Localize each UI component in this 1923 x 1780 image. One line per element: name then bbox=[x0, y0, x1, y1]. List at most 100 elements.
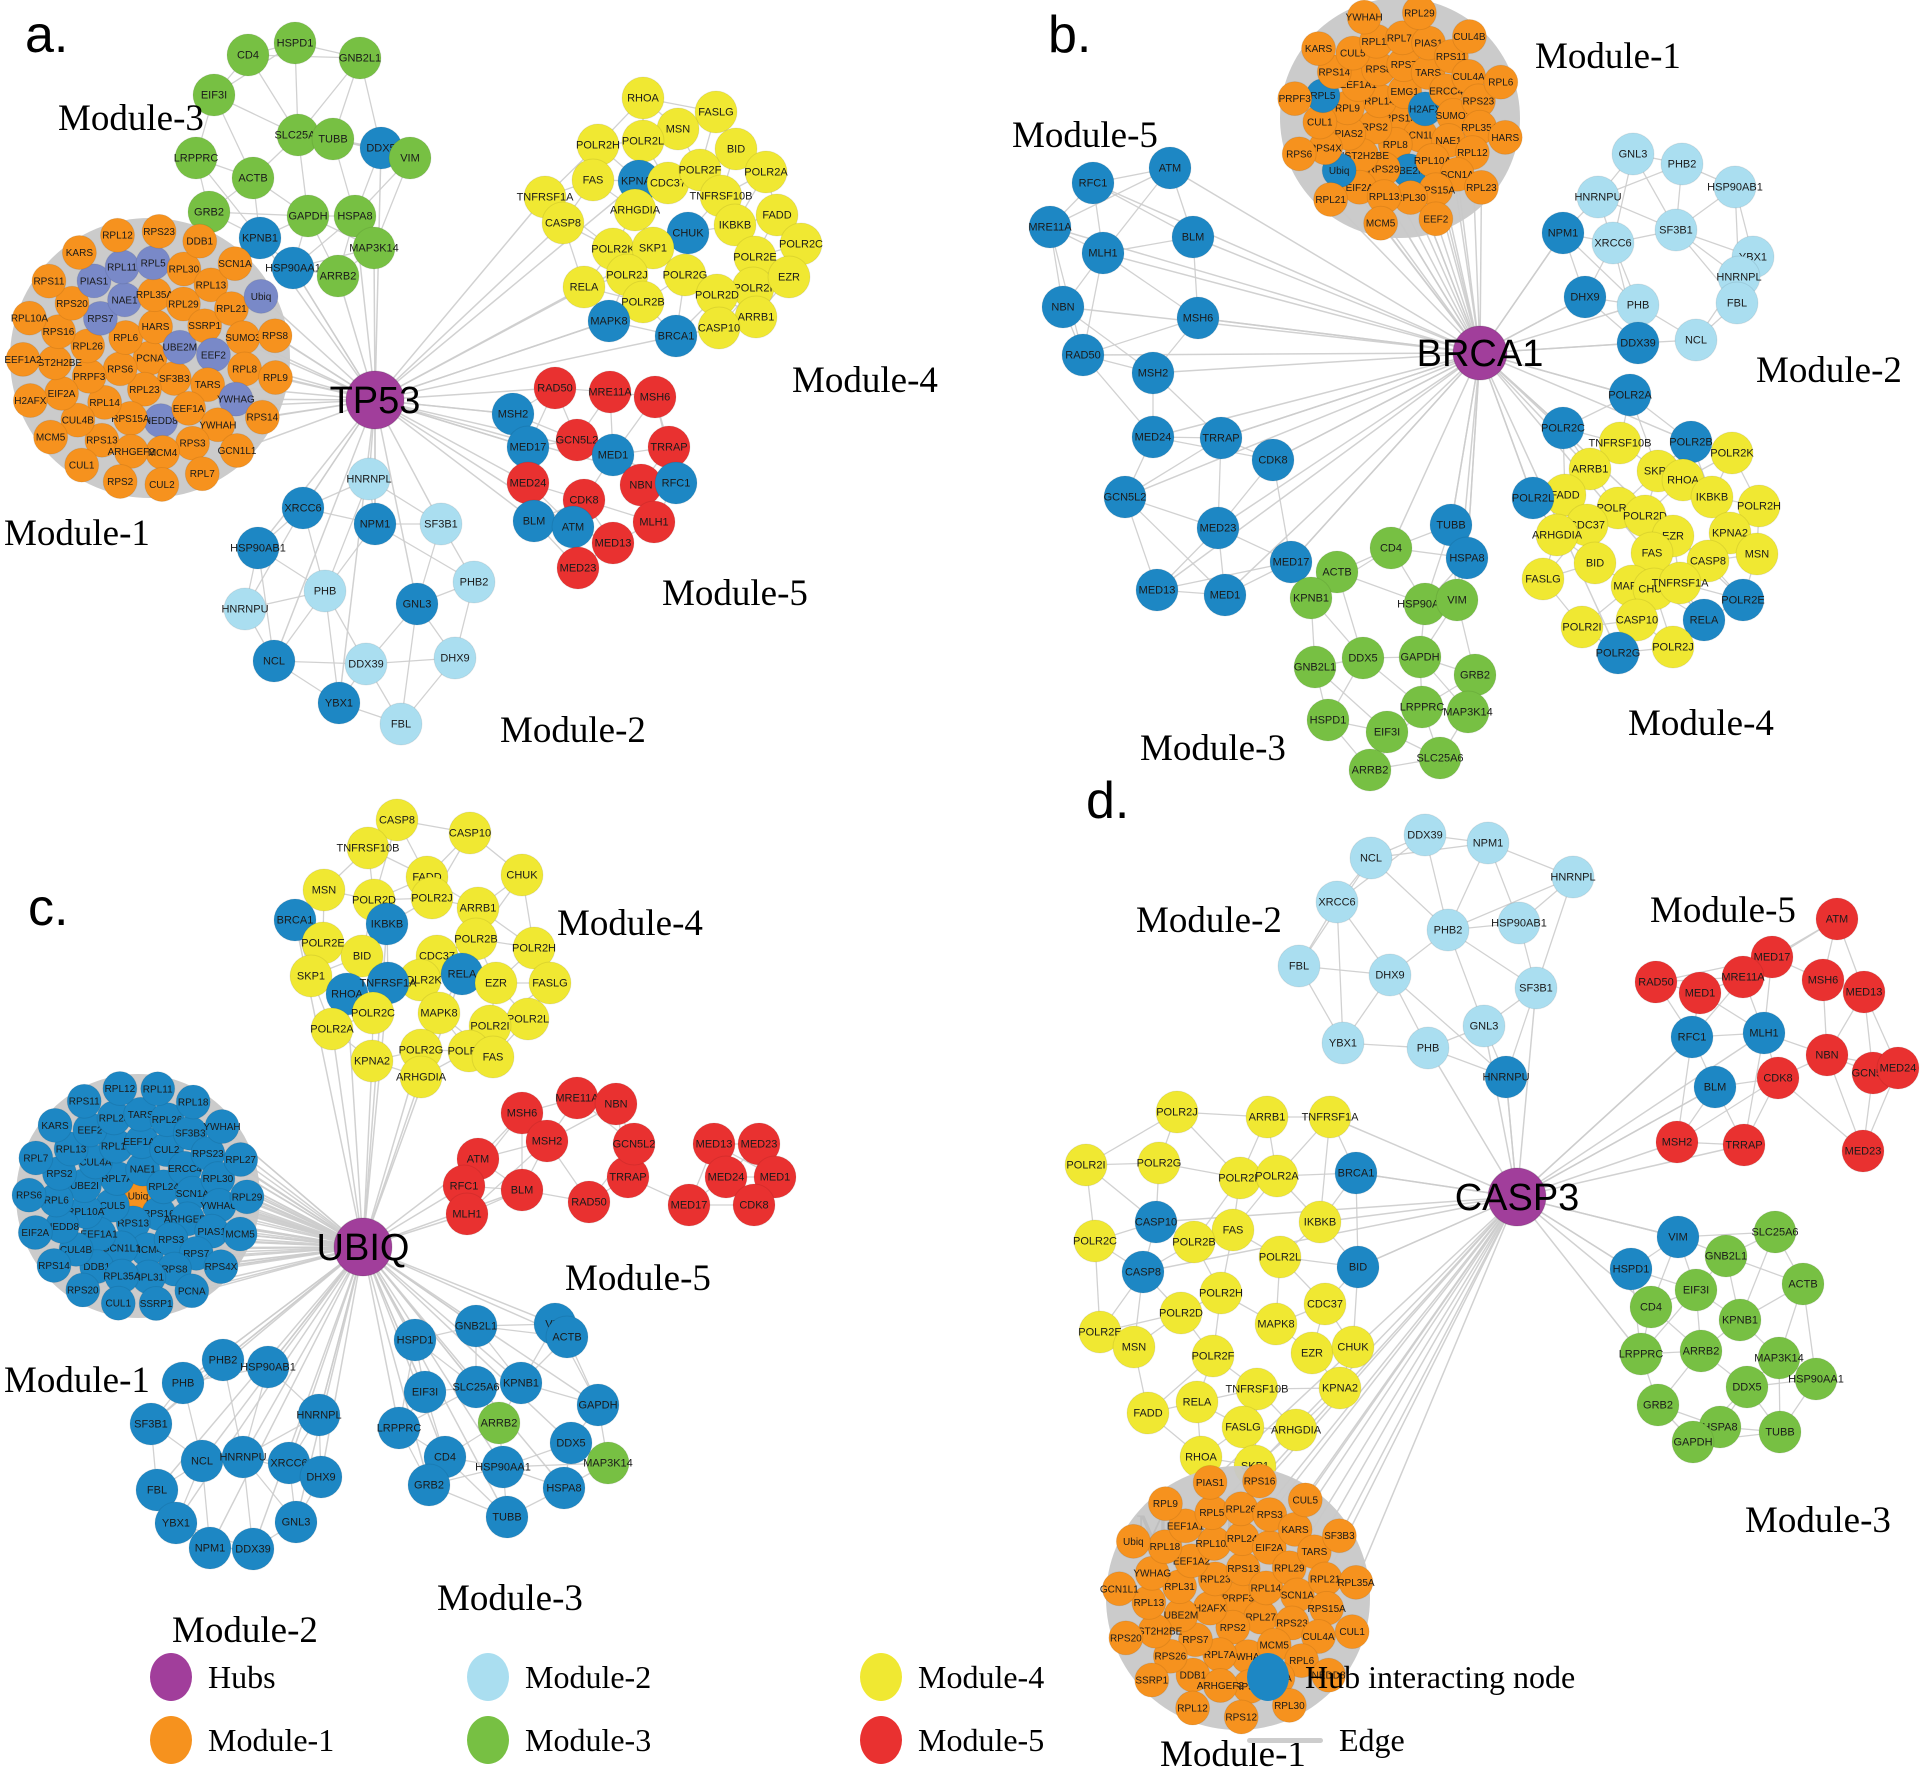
node-HSP90AB1[interactable] bbox=[1497, 901, 1541, 945]
node-TNFRSF1A[interactable] bbox=[1308, 1095, 1352, 1139]
node-GNB2L1[interactable] bbox=[338, 36, 382, 80]
node-ATM[interactable] bbox=[1148, 146, 1192, 190]
node-MED13[interactable] bbox=[1842, 970, 1886, 1014]
node-KPNB1[interactable] bbox=[238, 216, 282, 260]
node-ACTB[interactable] bbox=[1781, 1262, 1825, 1306]
node-NPM1[interactable] bbox=[1466, 821, 1510, 865]
node-BLM[interactable] bbox=[1171, 215, 1215, 259]
node-CASP10[interactable] bbox=[1134, 1200, 1178, 1244]
node-YWHAH[interactable] bbox=[204, 1109, 240, 1145]
node-ARHGDIA[interactable] bbox=[1535, 513, 1579, 557]
node-MCM5[interactable] bbox=[1363, 205, 1399, 241]
node-BID[interactable] bbox=[1336, 1245, 1380, 1289]
node-MSH2[interactable] bbox=[1131, 351, 1175, 395]
node-RPS2[interactable] bbox=[102, 463, 138, 499]
node-RPL6[interactable] bbox=[1284, 1643, 1320, 1679]
node-PHB[interactable] bbox=[1406, 1026, 1450, 1070]
node-MSH6[interactable] bbox=[500, 1091, 544, 1135]
node-RPS16[interactable] bbox=[40, 314, 76, 350]
node-XRCC6[interactable] bbox=[281, 486, 325, 530]
node-RPL12[interactable] bbox=[99, 217, 135, 253]
node-CUL4A[interactable] bbox=[1300, 1619, 1336, 1655]
node-SF3B1[interactable] bbox=[1514, 966, 1558, 1010]
node-GAPDH[interactable] bbox=[1398, 635, 1442, 679]
node-RAD50[interactable] bbox=[533, 366, 577, 410]
node-ARHGEF2[interactable] bbox=[113, 433, 149, 469]
node-SLC25A6[interactable] bbox=[1753, 1210, 1797, 1254]
node-CUL1[interactable] bbox=[1334, 1614, 1370, 1650]
node-ARHGEF2[interactable] bbox=[1202, 1667, 1238, 1703]
hub-node-UBIQ[interactable] bbox=[333, 1217, 393, 1277]
node-POLR2J[interactable] bbox=[410, 876, 454, 920]
node-RPL12[interactable] bbox=[102, 1071, 138, 1107]
node-PHB2[interactable] bbox=[201, 1338, 245, 1382]
node-POLR2A[interactable] bbox=[310, 1007, 354, 1051]
node-NBN[interactable] bbox=[1805, 1033, 1849, 1077]
node-GCN5L2[interactable] bbox=[555, 418, 599, 462]
node-POLR2H[interactable] bbox=[1199, 1271, 1243, 1315]
node-SLC25A6[interactable] bbox=[454, 1365, 498, 1409]
node-HARS[interactable] bbox=[1487, 119, 1523, 155]
node-MSH6[interactable] bbox=[1801, 958, 1845, 1002]
node-TRRAP[interactable] bbox=[1199, 416, 1243, 460]
node-CUL2[interactable] bbox=[144, 466, 180, 502]
node-KPNA2[interactable] bbox=[1318, 1366, 1362, 1410]
node-POLR2C[interactable] bbox=[351, 991, 395, 1035]
node-DHX9[interactable] bbox=[299, 1455, 343, 1499]
node-FASLG[interactable] bbox=[1221, 1405, 1265, 1449]
node-HNRNPU[interactable] bbox=[221, 1435, 265, 1479]
node-SKP1[interactable] bbox=[289, 954, 333, 998]
node-MLH1[interactable] bbox=[445, 1192, 489, 1236]
node-RPS8[interactable] bbox=[257, 318, 293, 354]
node-MED23[interactable] bbox=[1196, 506, 1240, 550]
node-EEF2[interactable] bbox=[1418, 201, 1454, 237]
node-KPNA2[interactable] bbox=[350, 1039, 394, 1083]
node-RPS7[interactable] bbox=[82, 300, 118, 336]
node-IKBKB[interactable] bbox=[713, 203, 757, 247]
node-RFC1[interactable] bbox=[1670, 1015, 1714, 1059]
node-BRCA1[interactable] bbox=[1334, 1151, 1378, 1195]
node-MED24[interactable] bbox=[1131, 415, 1175, 459]
node-FBL[interactable] bbox=[1277, 944, 1321, 988]
node-NPM1[interactable] bbox=[353, 502, 397, 546]
node-SF3B1[interactable] bbox=[419, 502, 463, 546]
node-RPL23[interactable] bbox=[126, 371, 162, 407]
node-GNL3[interactable] bbox=[274, 1500, 318, 1544]
node-POLR2I[interactable] bbox=[1560, 605, 1604, 649]
node-TNFRSF1A[interactable] bbox=[1658, 561, 1702, 605]
node-YBX1[interactable] bbox=[154, 1501, 198, 1545]
node-EIF3I[interactable] bbox=[403, 1370, 447, 1414]
node-ARHGDIA[interactable] bbox=[613, 188, 657, 232]
node-TNFRSF10B[interactable] bbox=[1598, 421, 1642, 465]
node-TNFRSF10B[interactable] bbox=[346, 826, 390, 870]
node-XRCC6[interactable] bbox=[1591, 221, 1635, 265]
node-CDC37[interactable] bbox=[1303, 1282, 1347, 1326]
node-LRPPRC[interactable] bbox=[377, 1406, 421, 1450]
node-CHUK[interactable] bbox=[1331, 1325, 1375, 1369]
node-MAP3K14[interactable] bbox=[586, 1441, 630, 1485]
node-MSH6[interactable] bbox=[633, 375, 677, 419]
node-POLR2H[interactable] bbox=[512, 926, 556, 970]
node-POLR2B[interactable] bbox=[621, 280, 665, 324]
node-GCN5L2[interactable] bbox=[612, 1122, 656, 1166]
node-RPL12[interactable] bbox=[1175, 1690, 1211, 1726]
node-RPS6[interactable] bbox=[11, 1177, 47, 1213]
node-MRE11A[interactable] bbox=[1028, 205, 1072, 249]
node-TUBB[interactable] bbox=[311, 117, 355, 161]
node-MED13[interactable] bbox=[591, 521, 635, 565]
node-YWHAH[interactable] bbox=[1346, 0, 1382, 35]
node-MSH2[interactable] bbox=[525, 1119, 569, 1163]
node-DDX39[interactable] bbox=[1616, 321, 1660, 365]
node-MAP3K14[interactable] bbox=[352, 226, 396, 270]
node-NPM1[interactable] bbox=[1541, 211, 1585, 255]
node-SCN1A[interactable] bbox=[217, 246, 253, 282]
node-GCN5L2[interactable] bbox=[1103, 475, 1147, 519]
node-BID[interactable] bbox=[714, 127, 758, 171]
node-KPNB1[interactable] bbox=[499, 1361, 543, 1405]
node-GNB2L1[interactable] bbox=[1704, 1234, 1748, 1278]
node-VIM[interactable] bbox=[1656, 1215, 1700, 1259]
node-MSH2[interactable] bbox=[1655, 1120, 1699, 1164]
node-FBL[interactable] bbox=[379, 702, 423, 746]
node-RPS14[interactable] bbox=[36, 1247, 72, 1283]
node-HSPD1[interactable] bbox=[1306, 698, 1350, 742]
